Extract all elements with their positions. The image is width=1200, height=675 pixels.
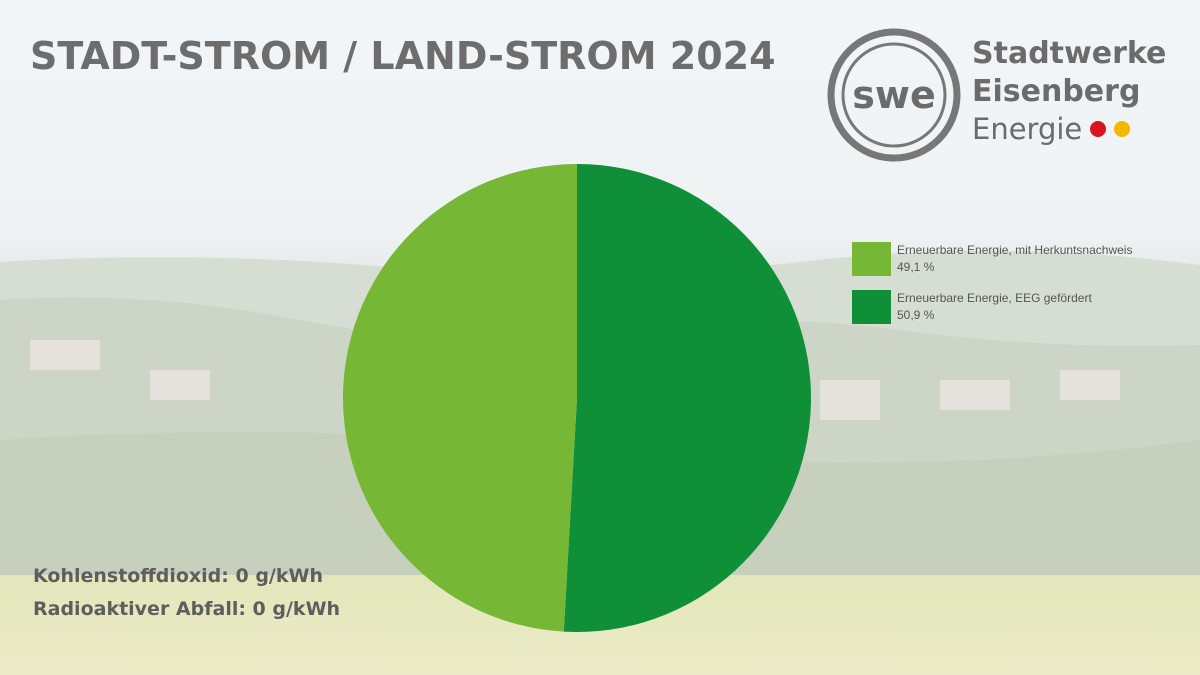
- swe-logo: swe Stadtwerke Eisenberg Energie: [826, 27, 1186, 163]
- legend-swatch: [852, 242, 891, 276]
- logo-line-energie: Energie: [972, 111, 1166, 147]
- swe-logo-monogram: swe: [852, 73, 936, 117]
- radioactive-waste-note: Radioaktiver Abfall: 0 g/kWh: [33, 598, 341, 620]
- co2-note: Kohlenstoffdioxid: 0 g/kWh: [33, 565, 323, 587]
- legend-value: 50,9 %: [897, 308, 935, 322]
- legend-item-herkunftsnachweis: Erneuerbare Energie, mit Herkuntsnachwei…: [852, 242, 1132, 276]
- yellow-dot-icon: [1114, 121, 1131, 137]
- logo-wordmark: Stadtwerke Eisenberg Energie: [972, 35, 1166, 147]
- chart-legend: Erneuerbare Energie, mit Herkuntsnachwei…: [852, 242, 1132, 338]
- legend-swatch: [852, 290, 891, 324]
- legend-label: Erneuerbare Energie, mit Herkuntsnachwei…: [897, 243, 1133, 257]
- logo-energie-text: Energie: [972, 112, 1083, 146]
- legend-item-eeg: Erneuerbare Energie, EEG gefördert 50,9 …: [852, 290, 1132, 324]
- logo-line-eisenberg: Eisenberg: [972, 74, 1141, 109]
- red-dot-icon: [1090, 121, 1107, 137]
- legend-label: Erneuerbare Energie, EEG gefördert: [897, 291, 1092, 305]
- legend-value: 49,1 %: [897, 260, 935, 274]
- page-title: STADT-STROM / LAND-STROM 2024: [30, 34, 776, 78]
- swe-logo-emblem: swe: [827, 28, 961, 162]
- logo-line-stadtwerke: Stadtwerke: [972, 36, 1167, 71]
